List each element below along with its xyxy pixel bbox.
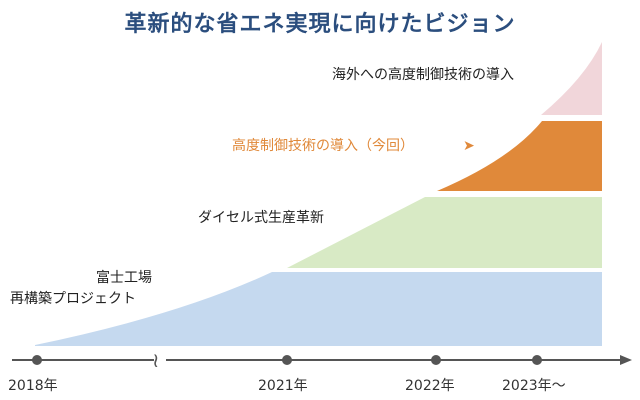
- phase-diesel-label: ダイセル式生産革新: [198, 210, 324, 226]
- timeline-arrowhead: [620, 355, 632, 365]
- arrow-right-icon: ➤: [463, 138, 475, 154]
- phase-advanced-label: 高度制御技術の導入（今回）: [232, 137, 414, 154]
- timeline-dot-2022: [431, 355, 441, 365]
- timeline-label-2018: 2018年: [8, 378, 58, 394]
- phase-diesel-band: [287, 197, 602, 268]
- timeline-dot-2021: [282, 355, 292, 365]
- timeline-break-gap: [154, 352, 166, 368]
- timeline-label-2021: 2021年: [258, 378, 308, 394]
- phase-overseas-band: [541, 42, 602, 115]
- timeline-label-2022: 2022年: [405, 378, 455, 394]
- phase-advanced-band: [437, 121, 602, 191]
- page-title: 革新的な省エネ実現に向けたビジョン: [124, 12, 516, 37]
- timeline-break-icon: ≀: [152, 348, 160, 372]
- phase-factory-label-line2: 再構築プロジェクト: [10, 291, 136, 307]
- phase-overseas-label: 海外への高度制御技術の導入: [332, 66, 514, 83]
- timeline-label-2023: 2023年〜: [502, 378, 566, 394]
- phase-factory-label-line1: 富士工場: [96, 269, 152, 286]
- timeline-dot-2018: [32, 355, 42, 365]
- phase-factory-band: [35, 272, 602, 346]
- timeline-dot-2023: [532, 355, 542, 365]
